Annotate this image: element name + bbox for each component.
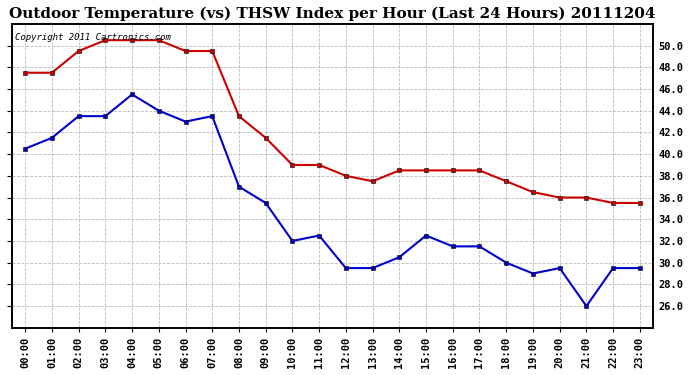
- Title: Outdoor Temperature (vs) THSW Index per Hour (Last 24 Hours) 20111204: Outdoor Temperature (vs) THSW Index per …: [9, 7, 656, 21]
- Text: Copyright 2011 Cartronics.com: Copyright 2011 Cartronics.com: [15, 33, 171, 42]
